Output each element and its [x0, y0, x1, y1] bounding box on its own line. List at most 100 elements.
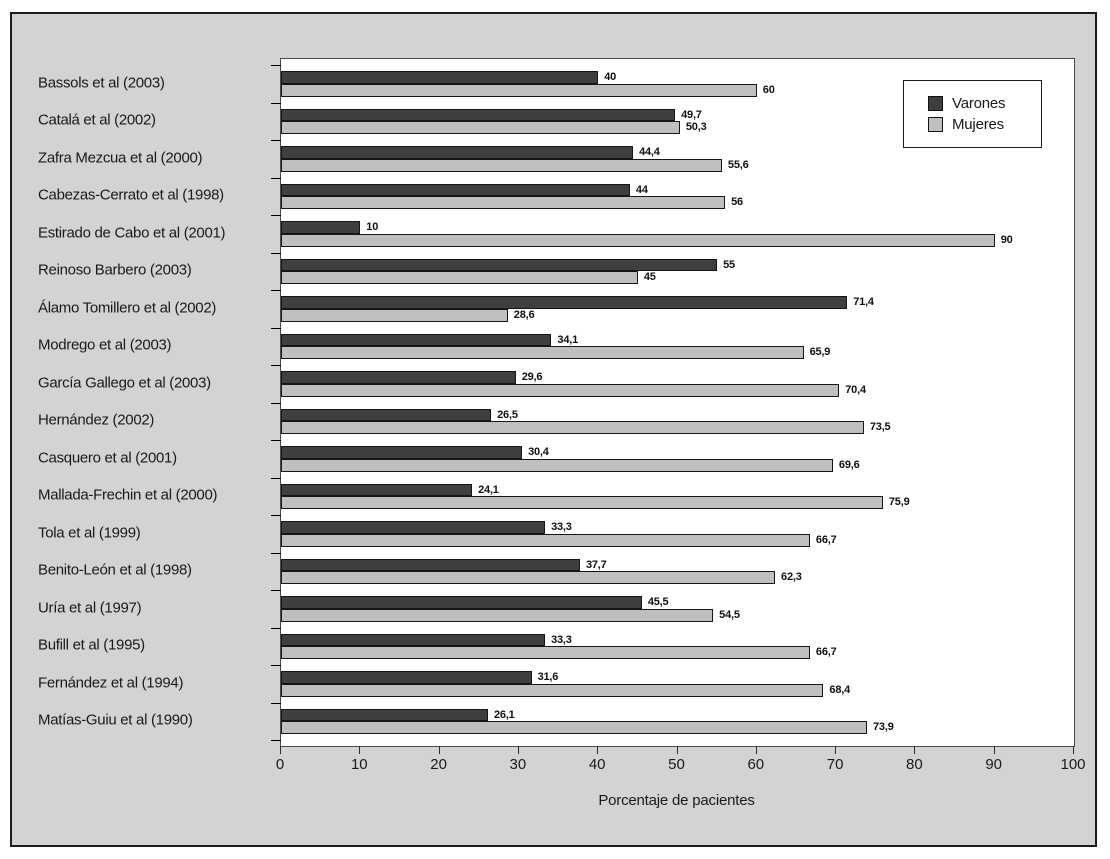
- varones-swatch-icon: [928, 96, 943, 111]
- x-axis-tick-label: 0: [275, 756, 285, 773]
- bar-mujeres: [281, 233, 995, 247]
- bar-value-label: 33,3: [551, 521, 572, 533]
- x-axis-tick: [914, 746, 916, 754]
- x-axis-tick: [755, 746, 757, 754]
- bar-value-label: 75,9: [888, 496, 910, 509]
- x-axis-tick-label: 60: [747, 756, 765, 773]
- y-axis-tick: [271, 140, 281, 141]
- x-axis-tick: [517, 746, 519, 754]
- category-label: Matías-Guiu et al (1990): [38, 711, 193, 729]
- bar-value-label: 68,4: [829, 683, 851, 696]
- bar-varones: [281, 183, 630, 197]
- y-axis-tick: [271, 215, 281, 216]
- bar-value-label: 24,1: [478, 483, 499, 496]
- bar-varones: [281, 258, 718, 272]
- bar-mujeres: [281, 646, 810, 659]
- bar-value-label: 60: [762, 83, 775, 96]
- bar-value-label: 40: [604, 71, 617, 83]
- bar-varones: [281, 71, 599, 84]
- x-axis-tick-label: 20: [430, 756, 447, 773]
- legend-label-varones: Varones: [952, 95, 1006, 112]
- bar-value-label: 66,7: [815, 533, 837, 546]
- bar-mujeres: [281, 271, 638, 284]
- bar-value-label: 10: [366, 221, 379, 233]
- bar-value-label: 44,4: [639, 146, 660, 158]
- bar-varones: [281, 671, 532, 684]
- bar-mujeres: [281, 496, 883, 509]
- category-label: Cabezas-Cerrato et al (1998): [38, 186, 224, 204]
- bar-varones: [281, 633, 546, 647]
- bar-mujeres: [281, 121, 680, 134]
- y-axis-tick: [271, 252, 281, 254]
- mujeres-swatch-icon: [928, 117, 943, 132]
- x-axis-tick-label: 100: [1060, 756, 1086, 773]
- bar-varones: [281, 146, 634, 159]
- bar-mujeres: [281, 608, 714, 622]
- legend-item-varones: Varones: [928, 95, 1041, 112]
- category-label: Benito-León et al (1998): [38, 561, 192, 579]
- bar-mujeres: [281, 383, 840, 397]
- bar-varones: [281, 596, 642, 609]
- bar-value-label: 26,1: [493, 708, 515, 721]
- bar-value-label: 71,4: [853, 296, 874, 308]
- bar-value-label: 45: [643, 271, 656, 284]
- plot-area: 40 60 49,7 50,3 44,4 55,6 44 56 10 90 55 45 71,4 28,6…: [271, 58, 1075, 747]
- x-axis-tick-label: 80: [906, 756, 923, 773]
- x-axis-tick: [676, 746, 678, 754]
- bar-varones: [281, 371, 516, 384]
- bar-value-label: 66,7: [815, 646, 837, 659]
- category-label: Fernández et al (1994): [38, 674, 184, 692]
- bar-value-label: 50,3: [685, 121, 707, 134]
- category-label: Álamo Tomillero et al (2002): [38, 299, 217, 317]
- bar-value-label: 65,9: [809, 346, 831, 359]
- bar-mujeres: [281, 346, 804, 359]
- category-label: García Gallego et al (2003): [38, 374, 211, 392]
- bar-varones: [281, 521, 546, 534]
- bar-varones: [281, 221, 361, 234]
- x-axis-tick-label: 70: [826, 756, 844, 773]
- x-axis: 0 10 20 30 40 50 60 70 80 90 100: [276, 746, 1086, 786]
- bar-varones: [281, 446, 523, 459]
- bar-mujeres: [281, 83, 757, 97]
- legend-item-mujeres: Mujeres: [928, 116, 1041, 133]
- legend: Varones Mujeres: [903, 80, 1042, 148]
- x-axis-tick: [1073, 746, 1074, 754]
- bar-mujeres: [281, 683, 824, 697]
- x-axis-tick: [835, 746, 837, 754]
- bar-value-label: 45,5: [647, 596, 669, 608]
- chart-figure: Bassols et al (2003) Catalá et al (2002) Z…: [10, 12, 1097, 847]
- y-axis-labels: Bassols et al (2003) Catalá et al (2002) Z…: [38, 58, 274, 745]
- bar-mujeres: [281, 158, 722, 172]
- y-axis-tick: [271, 440, 281, 441]
- bar-varones: [281, 483, 473, 497]
- bar-value-label: 90: [1000, 233, 1013, 246]
- y-axis-tick: [271, 740, 281, 741]
- bar-value-label: 37,7: [585, 558, 607, 571]
- x-axis-tick: [280, 746, 281, 754]
- bar-value-label: 28,6: [513, 308, 535, 321]
- bar-mujeres: [281, 721, 868, 734]
- y-axis-tick: [271, 665, 281, 666]
- bar-mujeres: [281, 196, 726, 209]
- x-axis-tick: [359, 746, 361, 754]
- bar-value-label: 73,9: [873, 721, 894, 734]
- y-axis-tick: [271, 327, 281, 329]
- x-axis-tick: [438, 746, 440, 754]
- category-label: Mallada-Frechin et al (2000): [38, 486, 218, 504]
- y-axis-tick: [271, 590, 281, 591]
- category-label: Bassols et al (2003): [38, 74, 165, 92]
- bar-value-label: 73,5: [869, 421, 891, 434]
- bar-varones: [281, 108, 676, 122]
- bar-value-label: 70,4: [845, 383, 866, 396]
- x-axis-tick: [597, 746, 599, 754]
- x-axis-tick-label: 90: [985, 756, 1003, 773]
- x-axis-tick-label: 40: [588, 756, 606, 773]
- bar-value-label: 29,6: [521, 371, 543, 383]
- legend-label-mujeres: Mujeres: [952, 116, 1004, 133]
- bar-value-label: 31,6: [537, 671, 559, 683]
- bar-value-label: 30,4: [528, 446, 549, 458]
- bar-varones: [281, 558, 580, 572]
- y-axis-tick: [271, 177, 281, 179]
- bar-value-label: 55: [723, 258, 735, 271]
- category-label: Casquero et al (2001): [38, 449, 177, 467]
